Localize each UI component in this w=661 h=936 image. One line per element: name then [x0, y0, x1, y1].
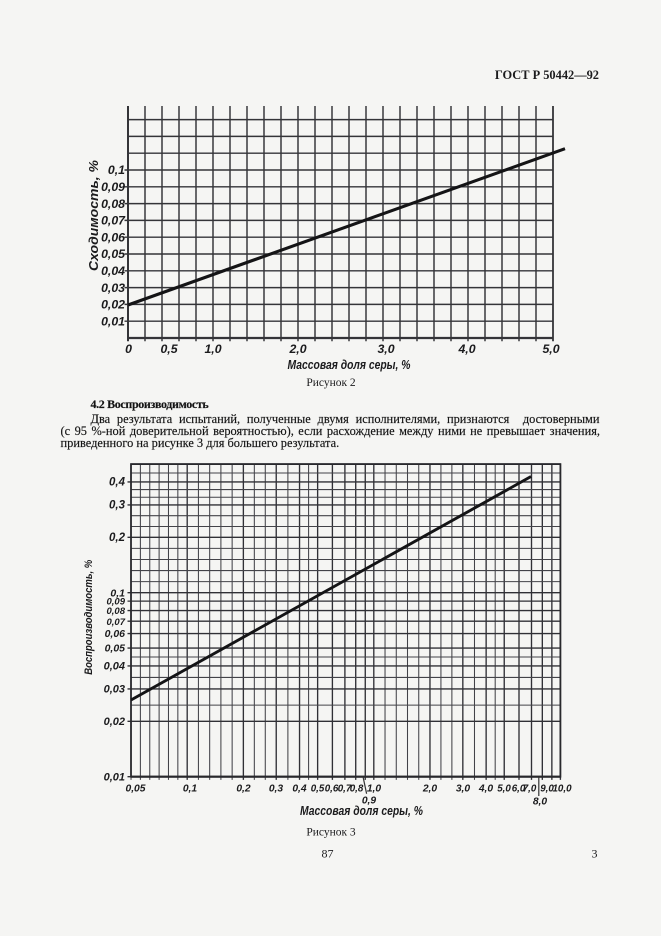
svg-text:8,0: 8,0: [533, 797, 548, 808]
svg-text:5,0: 5,0: [542, 342, 559, 356]
svg-text:0,2: 0,2: [109, 532, 126, 544]
svg-text:ГОСТ Р 50442—92: ГОСТ Р 50442—92: [495, 68, 599, 82]
svg-text:0,1: 0,1: [108, 163, 125, 177]
svg-text:0,01: 0,01: [101, 314, 125, 328]
svg-text:0,1: 0,1: [183, 784, 198, 795]
svg-text:Массовая доля серы, %: Массовая доля серы, %: [300, 803, 423, 818]
svg-text:6,0: 6,0: [512, 784, 526, 795]
svg-text:3,0: 3,0: [377, 342, 394, 356]
svg-text:0,06: 0,06: [101, 230, 125, 244]
svg-text:2,0: 2,0: [422, 784, 438, 795]
svg-text:4,0: 4,0: [457, 342, 475, 356]
svg-text:0,4: 0,4: [292, 784, 307, 795]
svg-text:0,9: 0,9: [362, 796, 377, 807]
svg-text:0,3: 0,3: [109, 500, 126, 512]
svg-text:0,8: 0,8: [350, 784, 364, 795]
svg-text:1,0: 1,0: [367, 784, 382, 795]
svg-text:7,0: 7,0: [523, 784, 537, 795]
svg-text:Массовая доля серы, %: Массовая доля серы, %: [288, 357, 411, 372]
svg-text:0,5: 0,5: [311, 784, 325, 795]
svg-text:0,04: 0,04: [101, 264, 125, 278]
svg-text:0,05: 0,05: [105, 643, 126, 655]
svg-text:0,3: 0,3: [269, 784, 284, 795]
svg-text:0,03: 0,03: [101, 281, 125, 295]
svg-text:Рисунок 3: Рисунок 3: [306, 827, 356, 839]
svg-text:4,0: 4,0: [478, 784, 494, 795]
svg-text:0,09: 0,09: [101, 180, 125, 194]
svg-text:0: 0: [125, 342, 132, 356]
svg-text:0,5: 0,5: [160, 342, 177, 356]
svg-text:0,02: 0,02: [101, 298, 125, 312]
svg-text:0,01: 0,01: [104, 771, 125, 783]
svg-text:0,05: 0,05: [125, 784, 145, 795]
svg-text:0,7: 0,7: [338, 784, 352, 795]
svg-text:0,02: 0,02: [104, 716, 125, 728]
svg-text:0,04: 0,04: [104, 661, 125, 673]
svg-text:0,2: 0,2: [236, 784, 251, 795]
svg-text:Воспроизводимость, %: Воспроизводимость, %: [83, 560, 95, 675]
svg-text:0,08: 0,08: [107, 606, 126, 617]
svg-text:Рисунок 2: Рисунок 2: [306, 377, 356, 389]
svg-text:0,03: 0,03: [104, 684, 125, 696]
svg-text:0,4: 0,4: [109, 477, 126, 489]
svg-text:Сходимость, %: Сходимость, %: [86, 160, 101, 271]
svg-text:0,07: 0,07: [101, 214, 126, 228]
svg-text:9,0: 9,0: [540, 784, 554, 795]
svg-text:1,0: 1,0: [204, 342, 221, 356]
svg-text:3,0: 3,0: [456, 784, 471, 795]
svg-text:2,0: 2,0: [288, 342, 306, 356]
svg-text:0,06: 0,06: [105, 628, 126, 640]
svg-text:3: 3: [592, 847, 598, 861]
svg-text:0,05: 0,05: [101, 247, 125, 261]
svg-text:5,0: 5,0: [497, 784, 511, 795]
svg-text:0,09: 0,09: [107, 597, 126, 608]
svg-text:10,0: 10,0: [552, 784, 572, 795]
svg-text:0,1: 0,1: [110, 587, 125, 599]
svg-text:0,6: 0,6: [325, 784, 339, 795]
svg-text:0,07: 0,07: [107, 617, 126, 628]
svg-text:0,08: 0,08: [101, 197, 125, 211]
svg-text:87: 87: [322, 847, 334, 861]
